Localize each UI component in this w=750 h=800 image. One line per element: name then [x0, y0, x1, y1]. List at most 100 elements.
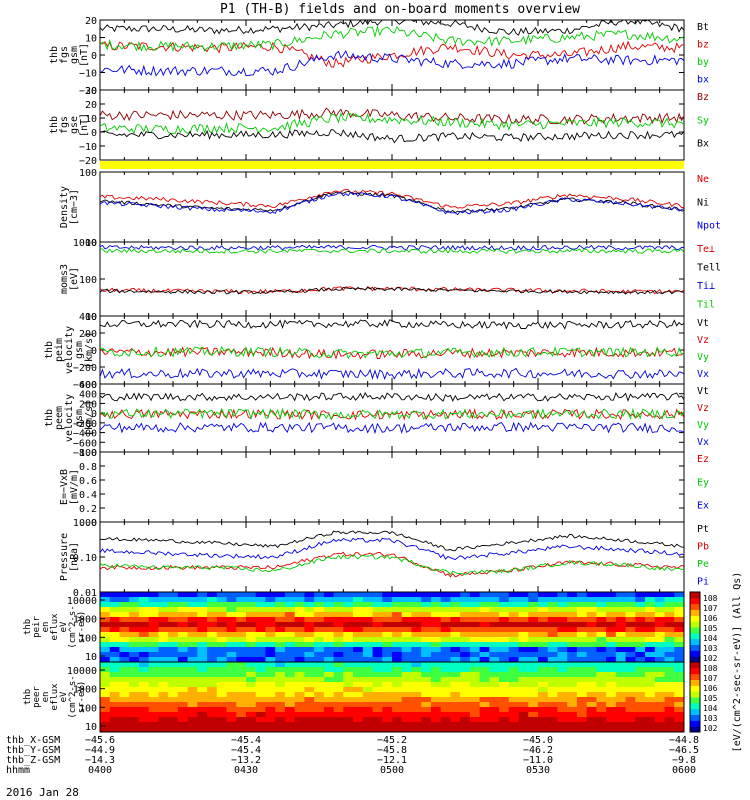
spectrogram-cell [314, 692, 325, 698]
spectrogram-cell [382, 697, 393, 703]
spectrogram-cell [333, 627, 344, 633]
spectrogram-cell [538, 672, 549, 678]
spectrogram-cell [207, 602, 218, 608]
spectrogram-cell [586, 632, 597, 638]
spectrogram-cell [294, 617, 305, 623]
legend-label: Ex [697, 501, 709, 512]
spectrogram-cell [469, 642, 481, 648]
series-line-vz [99, 346, 685, 360]
spectrogram-cell [255, 607, 266, 613]
spectrogram-cell [586, 692, 597, 698]
spectrogram-cell [109, 667, 120, 673]
spectrogram-cell [216, 627, 228, 633]
spectrogram-cell [226, 662, 237, 668]
spectrogram-cell [557, 727, 568, 733]
spectrogram-cell [353, 627, 364, 633]
spectrogram-cell [538, 617, 549, 623]
spectrogram-cell [314, 652, 325, 658]
spectrogram-cell [216, 707, 228, 713]
spectrogram-cell [177, 667, 189, 673]
series-line-vt [99, 319, 685, 330]
spectrogram-cell [557, 632, 568, 638]
spectrogram-cell [615, 642, 627, 648]
spectrogram-cell [469, 717, 481, 723]
spectrogram-cell [333, 717, 344, 723]
spectrogram-cell [148, 717, 159, 723]
spectrogram-cell [304, 717, 315, 723]
spectrogram-cell [158, 692, 169, 698]
spectrogram-cell [129, 597, 140, 603]
spectrogram-cell [489, 697, 500, 703]
y-tick-label: −20 [79, 156, 97, 167]
spectrogram-cell [119, 602, 130, 608]
spectrogram-cell [538, 597, 549, 603]
spectrogram-cell [479, 597, 490, 603]
spectrogram-cell [100, 627, 111, 633]
spectrogram-cell [596, 677, 607, 683]
spectrogram-cell [177, 622, 189, 628]
footer-value: 0530 [526, 765, 550, 776]
spectrogram-cell [567, 617, 578, 623]
spectrogram-cell [664, 712, 675, 718]
spectrogram-cell [450, 642, 461, 648]
spectrogram-cell [109, 662, 120, 668]
spectrogram-cell [674, 592, 685, 598]
spectrogram-cell [119, 712, 130, 718]
spectrogram-cell [323, 607, 335, 613]
y-axis-label-line: fgs [59, 116, 70, 134]
spectrogram-cell [109, 602, 120, 608]
y-tick-label: 0.10 [73, 553, 97, 564]
y-tick-label: 20 [85, 16, 97, 27]
spectrogram-cell [411, 702, 422, 708]
spectrogram-cell [635, 602, 646, 608]
spectrogram-cell [557, 592, 568, 598]
spectrogram-cell [576, 727, 588, 733]
spectrogram-cell [450, 672, 461, 678]
legend-label: Bz [697, 92, 709, 103]
spectrogram-cell [353, 607, 364, 613]
spectrogram-cell [265, 722, 276, 728]
spectrogram-cell [625, 637, 636, 643]
spectrogram-cell [450, 617, 461, 623]
spectrogram-cell [333, 662, 344, 668]
spectrogram-cell [138, 622, 150, 628]
spectrogram-cell [625, 722, 636, 728]
spectrogram-cell [450, 652, 461, 658]
spectrogram-cell [362, 722, 374, 728]
spectrogram-cell [197, 647, 208, 653]
spectrogram-cell [469, 667, 481, 673]
spectrogram-cell [615, 707, 627, 713]
spectrogram-cell [362, 622, 374, 628]
colorbar-swatch [690, 638, 700, 645]
spectrogram-cell [518, 712, 529, 718]
spectrogram-cell [615, 612, 627, 618]
spectrogram-cell [606, 647, 617, 653]
spectrogram-cell [392, 592, 403, 598]
y-tick-label: 10 [85, 652, 97, 663]
spectrogram-cell [275, 612, 286, 618]
spectrogram-cell [547, 597, 558, 603]
spectrogram-cell [343, 717, 354, 723]
spectrogram-cell [508, 662, 520, 668]
spectrogram-cell [294, 592, 305, 598]
spectrogram-cell [236, 622, 247, 628]
spectrogram-cell [129, 602, 140, 608]
spectrogram-cell [421, 692, 432, 698]
spectrogram-cell [197, 627, 208, 633]
spectrogram-cell [314, 627, 325, 633]
spectrogram-cell [528, 612, 539, 618]
spectrogram-cell [606, 607, 617, 613]
spectrogram-cell [392, 652, 403, 658]
spectrogram-cell [129, 592, 140, 598]
spectrogram-cell [197, 607, 208, 613]
spectrogram-cell [440, 647, 451, 653]
spectrogram-cell [284, 597, 296, 603]
spectrogram-cell [265, 687, 276, 693]
spectrogram-cell [460, 602, 471, 608]
spectrogram-cell [236, 657, 247, 663]
spectrogram-cell [401, 607, 412, 613]
spectrogram-cell [460, 727, 471, 733]
spectrogram-cell [538, 627, 549, 633]
spectrogram-cell [275, 677, 286, 683]
spectrogram-cell [304, 697, 315, 703]
